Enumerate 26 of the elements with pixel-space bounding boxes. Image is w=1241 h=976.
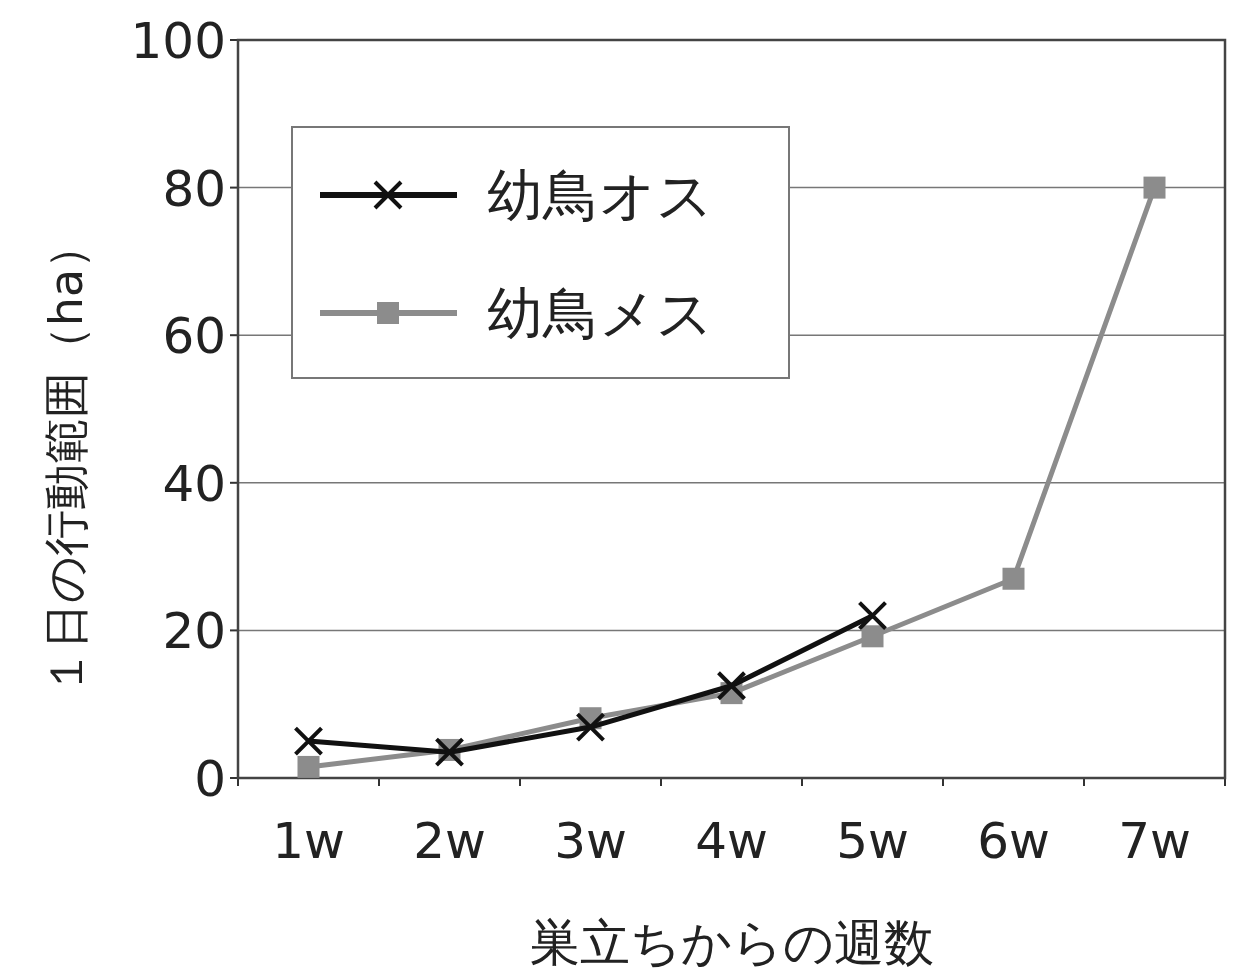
y-axis-title: １日の行動範囲（ha） <box>39 222 93 696</box>
x-tick-label: 1w <box>272 812 345 870</box>
point <box>857 600 888 631</box>
point <box>716 670 747 701</box>
point <box>434 737 465 768</box>
x-tick-label: 5w <box>836 812 909 870</box>
y-tick-label: 0 <box>194 750 226 808</box>
x-tick-label: 2w <box>413 812 486 870</box>
point <box>1002 567 1025 590</box>
y-tick-label: 80 <box>162 159 226 218</box>
x-tick-label: 4w <box>695 812 768 870</box>
point <box>293 726 324 757</box>
point <box>575 712 606 743</box>
point <box>1143 176 1166 199</box>
x-tick-label: 3w <box>554 812 627 870</box>
point <box>297 755 320 778</box>
point <box>861 625 884 648</box>
x-tick-label: 6w <box>977 812 1050 870</box>
y-tick-label: 20 <box>162 602 226 661</box>
legend-label: 幼鳥オス <box>487 163 713 228</box>
legend-label: 幼鳥メス <box>487 281 713 346</box>
x-axis-title: 巣立ちからの週数 <box>529 914 934 972</box>
y-tick-label: 40 <box>162 454 226 513</box>
y-tick-label: 60 <box>162 307 226 366</box>
x-tick-label: 7w <box>1118 812 1191 870</box>
y-tick-label: 100 <box>130 12 226 70</box>
